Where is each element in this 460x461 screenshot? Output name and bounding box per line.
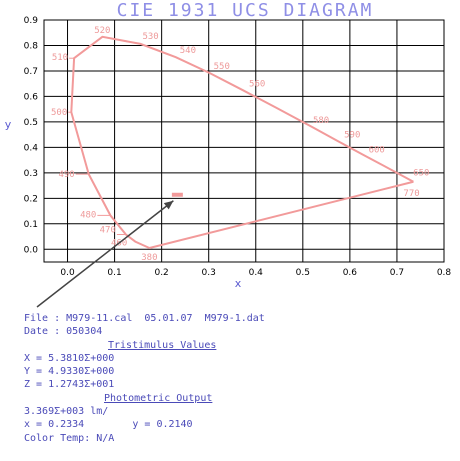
x-tick-label: 0.0 [60,268,75,278]
photometric-heading: Photometric Output [104,392,213,404]
wavelength-label-510: 510 [52,53,68,63]
y-tick-label: 0.2 [24,194,38,204]
x-tick-label: 0.8 [437,268,452,278]
x-tick-label: 0.4 [249,268,264,278]
wavelength-label-520: 520 [94,26,110,36]
y-tick-label: 0.0 [24,245,39,255]
wavelength-label-590: 590 [344,130,360,140]
wavelength-label-530: 530 [142,32,158,42]
measured-point-marker [171,192,183,197]
y-tick-label: 0.4 [24,143,39,153]
y-tick-label: 0.1 [24,220,38,230]
z-tristimulus-value: Z = 1.2743Σ+001 [24,379,115,391]
y-tristimulus-value: Y = 4.9330Σ+000 [24,366,115,378]
y-tick-label: 0.6 [24,92,39,102]
wavelength-label-600: 600 [369,146,385,156]
x-tick-label: 0.1 [107,268,121,278]
wavelength-label-380: 380 [141,253,157,263]
chromaticity-coordinates: x = 0.2334 y = 0.2140 [24,419,193,431]
x-tick-label: 0.6 [343,268,358,278]
wavelength-label-500: 500 [51,108,67,118]
spectral-locus-line [70,35,414,249]
wavelength-label-650: 650 [413,168,429,178]
pointer-arrow [36,200,174,308]
axis-ticks: 0.0 0.1 0.2 0.3 0.4 0.5 0.6 0.7 0.8 0.0 0.1 0.2 0.3 0… [24,16,452,278]
wavelength-label-580: 580 [313,116,329,126]
x-tick-label: 0.7 [390,268,404,278]
grid [43,19,445,263]
cie-chart: CIE 1931 UCS DIAGRAM 0.0 0.1 0.2 0.3 0.4 0.5 0… [5,0,452,308]
wavelength-label-540: 540 [180,46,196,56]
x-tick-label: 0.3 [202,268,216,278]
wavelength-label-560: 560 [249,79,265,89]
file-line: File : M979-11.cal 05.01.07 M979-1.dat [24,313,265,324]
wavelength-label-480: 480 [80,210,96,220]
lumens-value: 3.369Σ+003 lm/ [24,406,109,418]
x-tick-label: 0.5 [296,268,310,278]
tristimulus-heading: Tristimulus Values [108,339,217,351]
wavelength-label-550: 550 [214,62,230,72]
y-tick-label: 0.3 [24,169,38,179]
date-line: Date : 050304 [24,326,103,338]
wavelength-label-490: 490 [58,170,74,180]
wavelength-label-770: 770 [403,189,419,199]
x-axis-label: x [235,277,242,290]
wavelength-label-470: 470 [100,225,116,235]
y-tick-label: 0.5 [24,118,38,128]
chart-title: CIE 1931 UCS DIAGRAM [117,0,374,21]
x-tristimulus-value: X = 5.3810Σ+000 [24,352,115,364]
purple-line [149,180,414,249]
y-tick-label: 0.7 [24,67,38,77]
y-tick-label: 0.9 [24,16,39,26]
x-tick-label: 0.2 [154,268,168,278]
pointer-arrowhead [163,200,174,210]
wavelength-labels: 3804604704804905005105205305405505605805… [51,26,429,263]
measurement-info-panel: File : M979-11.cal 05.01.07 M979-1.dat D… [24,312,454,445]
y-tick-label: 0.8 [24,41,39,51]
y-axis-label: y [5,118,12,131]
color-temperature: Color Temp: N/A [24,432,115,444]
